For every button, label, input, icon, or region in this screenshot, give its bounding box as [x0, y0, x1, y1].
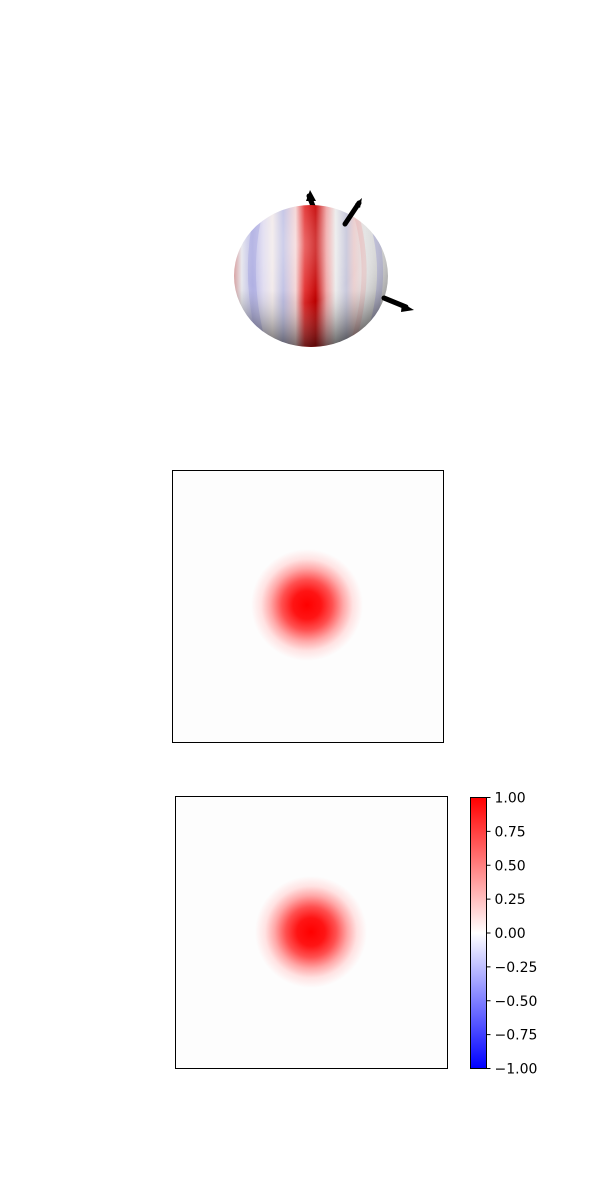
colorbar-tick-label: 1.00 — [495, 791, 526, 807]
colorbar-tick-label: 0.75 — [495, 824, 526, 840]
arrow-top — [306, 190, 316, 209]
heatmap-1-blob — [251, 549, 363, 661]
colorbar-tick-label: 0.00 — [495, 926, 526, 942]
heatmap-plot-1 — [172, 470, 444, 743]
colorbar-tick-label: −0.25 — [495, 960, 538, 976]
colorbar-tick-label: −0.50 — [495, 994, 538, 1010]
sphere-surface — [234, 205, 388, 347]
arrow-upper-right — [342, 198, 362, 227]
sphere-3d-plot — [234, 190, 414, 347]
colorbar-gradient — [470, 797, 487, 1069]
heatmap-1-frame — [172, 470, 444, 743]
colorbar-ticks: 1.00 0.75 0.50 0.25 0.00 −0.25 −0.50 −0.75 −1.00 — [486, 791, 538, 1078]
colorbar-tick-label: 0.25 — [495, 892, 526, 908]
colorbar-tick-label: 0.50 — [495, 858, 526, 874]
colorbar: 1.00 0.75 0.50 0.25 0.00 −0.25 −0.50 −0.75 −1.00 — [470, 791, 538, 1078]
heatmap-plot-2 — [175, 796, 448, 1069]
colorbar-tick-label: −0.75 — [495, 1028, 538, 1044]
heatmap-2-frame — [175, 796, 448, 1069]
heatmap-2-blob — [255, 876, 367, 988]
colorbar-tick-label: −1.00 — [495, 1062, 538, 1078]
arrow-right — [381, 295, 414, 312]
